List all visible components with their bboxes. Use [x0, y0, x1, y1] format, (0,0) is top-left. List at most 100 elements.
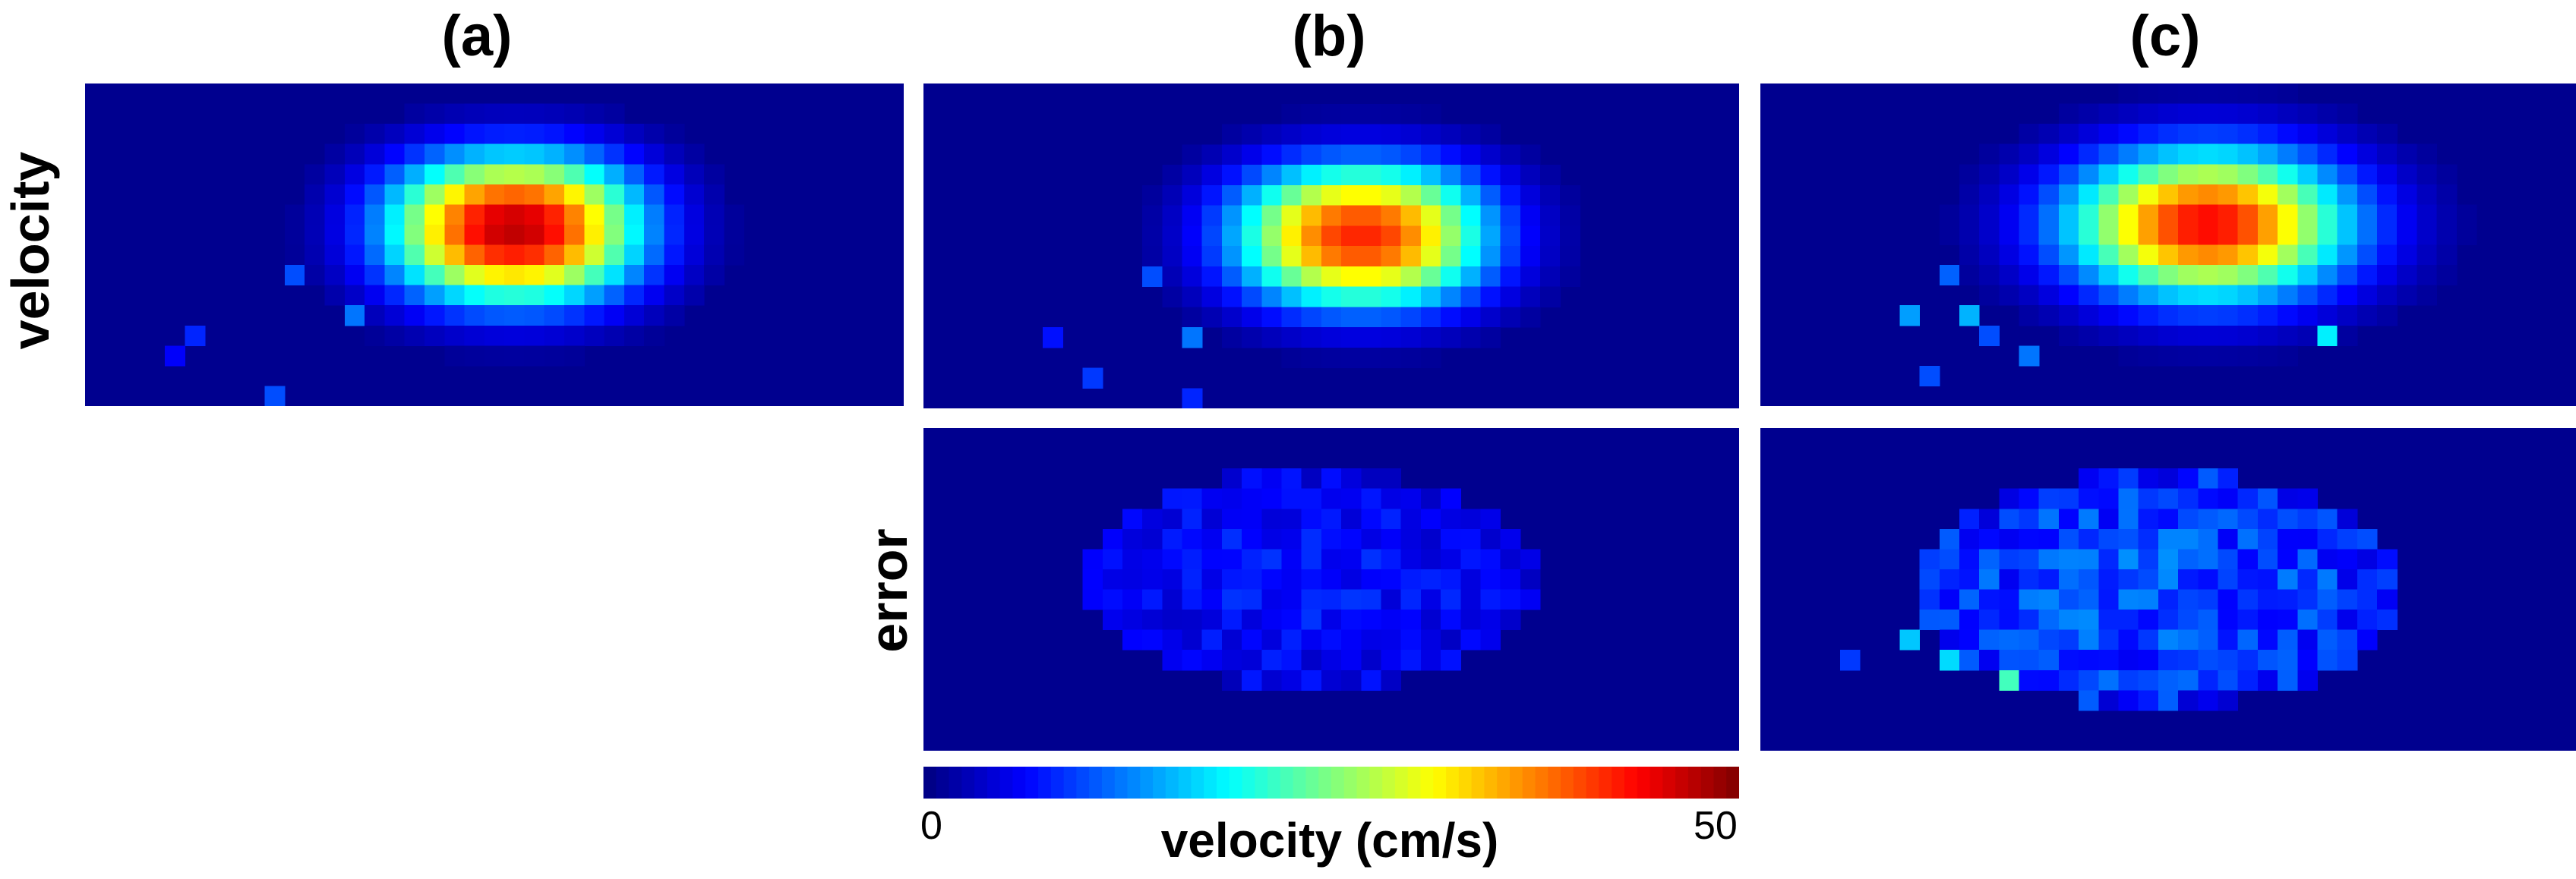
heatmap-cell	[1221, 124, 1242, 145]
heatmap-cell	[683, 143, 705, 165]
heatmap-cell	[1221, 165, 1242, 186]
heatmap-cell	[1420, 307, 1441, 328]
heatmap-cell	[1361, 669, 1382, 691]
heatmap-cell	[464, 345, 485, 367]
heatmap-cell	[384, 204, 406, 225]
heatmap-cell	[664, 265, 685, 286]
heatmap-cell	[1480, 569, 1501, 591]
colorbar-swatch	[1612, 767, 1625, 799]
heatmap-cell	[1979, 549, 2000, 570]
heatmap-cell	[1281, 610, 1302, 631]
heatmap-cell	[1281, 124, 1302, 145]
heatmap-cell	[2058, 569, 2079, 591]
heatmap-cell	[1142, 246, 1163, 267]
heatmap-cell	[683, 184, 705, 205]
heatmap-cell	[2138, 669, 2159, 691]
heatmap-cell	[1261, 165, 1283, 186]
heatmap-cell	[2317, 509, 2338, 530]
heatmap-cell	[1500, 225, 1521, 247]
heatmap-cell	[324, 164, 346, 185]
heatmap-cell	[1999, 528, 2020, 550]
heatmap-cell	[2436, 184, 2458, 205]
heatmap-cell	[1480, 549, 1501, 570]
heatmap-cell	[1221, 569, 1242, 591]
heatmap-cell	[424, 285, 445, 306]
heatmap-cell	[2178, 325, 2199, 346]
colorbar-swatch	[936, 767, 950, 799]
heatmap-cell	[604, 325, 625, 346]
heatmap-cell	[1221, 589, 1242, 610]
heatmap-cell	[1361, 205, 1382, 226]
heatmap-cell	[1441, 144, 1461, 165]
heatmap-cell	[2297, 325, 2318, 346]
heatmap-cell	[1281, 347, 1302, 369]
heatmap-cell	[424, 224, 445, 246]
heatmap-cell	[1301, 549, 1322, 570]
heatmap-cell	[1182, 650, 1203, 671]
heatmap-cell	[2079, 164, 2099, 185]
heatmap-cell	[384, 143, 406, 165]
heatmap-cell	[1400, 165, 1422, 186]
heatmap-cell	[544, 224, 565, 246]
heatmap-cell	[1919, 365, 1940, 386]
colorbar-swatch	[1458, 767, 1473, 799]
heatmap-cell	[2297, 204, 2318, 225]
heatmap-cell	[2237, 124, 2259, 145]
colorbar-swatch	[1229, 767, 1243, 799]
heatmap-cell	[1381, 488, 1402, 509]
heatmap-cell	[1142, 225, 1163, 247]
heatmap-cell	[2397, 285, 2417, 306]
heatmap-cell	[2237, 569, 2259, 591]
heatmap-cell	[2178, 569, 2199, 591]
heatmap-cell	[2337, 305, 2358, 326]
heatmap-cell	[564, 143, 585, 165]
heatmap-cell	[2198, 629, 2219, 651]
heatmap-cell	[2019, 589, 2040, 610]
heatmap-cell	[1281, 144, 1302, 165]
heatmap-cell	[2158, 650, 2179, 671]
heatmap-cell	[2058, 528, 2079, 550]
heatmap-cell	[2198, 509, 2219, 530]
heatmap-cell	[2098, 124, 2120, 145]
heatmap-cell	[1959, 629, 1980, 651]
heatmap-cell	[1261, 327, 1283, 348]
panel-c-error	[1760, 428, 2576, 751]
heatmap-cell	[1341, 307, 1362, 328]
heatmap-cell	[2058, 669, 2079, 691]
heatmap-cell	[704, 244, 724, 266]
heatmap-cell	[404, 265, 425, 286]
heatmap-cell	[2118, 244, 2139, 266]
heatmap-cell	[344, 164, 365, 185]
heatmap-cell	[623, 305, 645, 326]
heatmap-cell	[2278, 244, 2298, 266]
heatmap-cell	[2357, 549, 2378, 570]
heatmap-cell	[1201, 589, 1223, 610]
heatmap-cell	[1441, 124, 1461, 145]
heatmap-cell	[2357, 164, 2378, 185]
heatmap-cell	[1201, 569, 1223, 591]
heatmap-cell	[2019, 143, 2040, 165]
heatmap-cell	[2257, 184, 2278, 205]
heatmap-cell	[1959, 549, 1980, 570]
heatmap-cell	[1400, 307, 1422, 328]
heatmap-cell	[1242, 589, 1262, 610]
heatmap-cell	[1381, 165, 1402, 186]
heatmap-cell	[1381, 307, 1402, 328]
heatmap-cell	[2377, 143, 2398, 165]
heatmap-cell	[2237, 629, 2259, 651]
heatmap-cell	[1341, 103, 1362, 125]
colorbar-swatch	[1101, 767, 1116, 799]
heatmap-cell	[1261, 589, 1283, 610]
heatmap-cell	[1441, 246, 1461, 267]
heatmap-cell	[1979, 569, 2000, 591]
heatmap-cell	[404, 325, 425, 346]
heatmap-cell	[644, 124, 665, 145]
heatmap-cell	[1261, 246, 1283, 267]
heatmap-cell	[1321, 569, 1342, 591]
heatmap-cell	[2377, 124, 2398, 145]
colorbar	[923, 767, 1740, 799]
heatmap-cell	[1381, 246, 1402, 267]
heatmap-cell	[1979, 629, 2000, 651]
heatmap-cell	[1201, 488, 1223, 509]
heatmap-cell	[1301, 327, 1322, 348]
